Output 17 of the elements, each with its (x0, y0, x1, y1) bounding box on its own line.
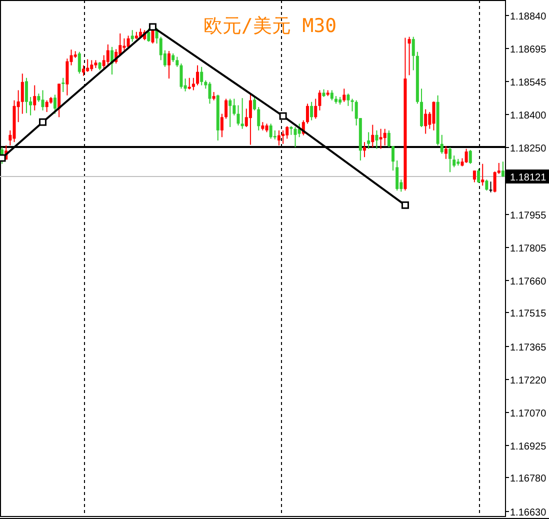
y-tick-label: 1.17660 (510, 276, 547, 288)
y-tick-label: 1.17365 (510, 342, 547, 354)
y-tick-label: 1.18400 (510, 110, 547, 122)
y-tick-label: 1.16925 (510, 442, 547, 452)
y-tick-label: 1.17220 (510, 376, 547, 386)
y-tick-label: 1.17070 (510, 408, 547, 420)
y-tick-label: 1.18545 (510, 78, 547, 88)
y-tick-label: 1.18695 (510, 44, 547, 56)
y-tick-label: 1.17515 (510, 308, 547, 320)
y-tick-label: 1.17955 (510, 210, 547, 222)
y-tick-label: 1.17805 (510, 244, 547, 254)
y-tick-label: 1.16630 (510, 508, 547, 518)
y-tick-label: 1.18250 (510, 144, 547, 154)
ref-line-label: 1.18121 (510, 172, 547, 184)
y-tick-label: 1.16780 (510, 474, 547, 484)
text: 欧元/美元 M30 (203, 15, 337, 37)
y-tick-label: 1.18840 (510, 12, 547, 22)
